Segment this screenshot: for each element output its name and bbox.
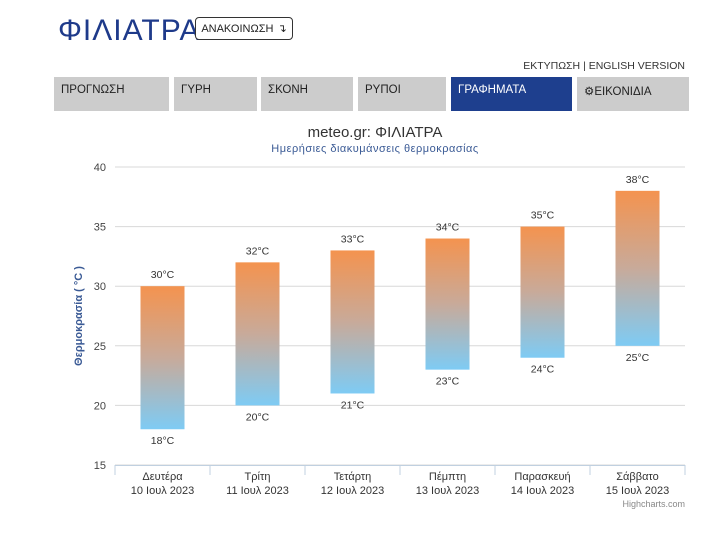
x-tick-date: 10 Ιουλ 2023 bbox=[131, 485, 195, 497]
tab-icons[interactable]: ⚙ΕΙΚΟΝΙΔΙΑ bbox=[577, 77, 689, 111]
x-tick-date: 14 Ιουλ 2023 bbox=[511, 485, 575, 497]
tab-label: ΠΡΟΓΝΩΣΗ bbox=[61, 84, 125, 96]
site-title[interactable]: ΦΙΛΙΑΤΡΑ bbox=[58, 14, 201, 47]
announcement-label: ΑΝΑΚΟΙΝΩΣΗ bbox=[201, 22, 274, 35]
low-temp-label: 21°C bbox=[341, 399, 365, 411]
low-temp-label: 24°C bbox=[531, 364, 555, 376]
y-tick-label: 30 bbox=[94, 281, 106, 293]
low-temp-label: 23°C bbox=[436, 376, 460, 388]
high-temp-label: 34°C bbox=[436, 222, 460, 234]
temperature-bar[interactable] bbox=[235, 262, 280, 406]
temperature-bar[interactable] bbox=[615, 190, 660, 346]
tab-label: ΕΙΚΟΝΙΔΙΑ bbox=[594, 86, 652, 98]
y-tick-label: 15 bbox=[94, 460, 106, 472]
x-axis: Δευτέρα 10 Ιουλ 2023 Τρίτη 11 Ιουλ 2023 Τετά… bbox=[114, 465, 686, 497]
y-tick-label: 40 bbox=[94, 162, 106, 174]
x-tick-date: 11 Ιουλ 2023 bbox=[226, 485, 289, 497]
x-tick-day: Πέμπτη bbox=[429, 471, 466, 483]
high-temp-label: 35°C bbox=[531, 210, 555, 222]
tab-forecast[interactable]: ΠΡΟΓΝΩΣΗ bbox=[54, 77, 169, 111]
y-tick-label: 25 bbox=[94, 341, 106, 353]
grid bbox=[115, 166, 685, 466]
temperature-bar[interactable] bbox=[140, 286, 185, 430]
y-tick-label: 20 bbox=[94, 400, 106, 412]
x-tick-day: Σάββατο bbox=[616, 471, 658, 483]
english-version-link[interactable]: ENGLISH VERSION bbox=[588, 60, 685, 72]
highcharts-credit[interactable]: Highcharts.com bbox=[622, 499, 685, 509]
tab-pollutants[interactable]: ΡΥΠΟΙ bbox=[358, 77, 446, 111]
announcement-button[interactable]: ΑΝΑΚΟΙΝΩΣΗ ↴ bbox=[195, 17, 293, 40]
y-tick-label: 35 bbox=[94, 222, 106, 234]
chart-title: meteo.gr: ΦΙΛΙΑΤΡΑ bbox=[308, 124, 443, 141]
y-axis: 15 20 25 30 35 40 bbox=[94, 162, 106, 472]
top-links: ΕΚΤΥΠΩΣΗ | ENGLISH VERSION bbox=[523, 60, 685, 72]
low-temp-label: 18°C bbox=[151, 435, 175, 447]
print-link[interactable]: ΕΚΤΥΠΩΣΗ bbox=[523, 60, 581, 72]
high-temp-label: 30°C bbox=[151, 269, 175, 281]
tab-label: ΓΥΡΗ bbox=[181, 84, 211, 96]
low-temp-label: 25°C bbox=[626, 352, 650, 364]
x-tick-day: Τρίτη bbox=[245, 471, 271, 483]
temperature-bar[interactable] bbox=[425, 238, 470, 370]
chart-subtitle: Ημερήσιες διακυμάνσεις θερμοκρασίας bbox=[271, 143, 478, 155]
tab-dust[interactable]: ΣΚΟΝΗ bbox=[261, 77, 353, 111]
high-temp-label: 32°C bbox=[246, 245, 270, 257]
y-axis-title: Θερμοκρασία ( °C ) bbox=[73, 266, 85, 366]
arrow-down-icon: ↴ bbox=[277, 23, 287, 35]
bars: 30°C 18°C 32°C 20°C 33°C 21°C 34°C 23°C 35°C 24°C… bbox=[140, 174, 660, 447]
tab-label: ΣΚΟΝΗ bbox=[268, 84, 308, 96]
high-temp-label: 33°C bbox=[341, 233, 365, 245]
link-separator: | bbox=[583, 60, 586, 72]
temperature-bar[interactable] bbox=[330, 250, 375, 394]
tab-charts[interactable]: ΓΡΑΦΗΜΑΤΑ bbox=[451, 77, 572, 111]
high-temp-label: 38°C bbox=[626, 174, 650, 186]
tab-pollen[interactable]: ΓΥΡΗ bbox=[174, 77, 257, 111]
x-tick-date: 12 Ιουλ 2023 bbox=[321, 485, 385, 497]
x-tick-date: 15 Ιουλ 2023 bbox=[606, 485, 670, 497]
x-tick-day: Τετάρτη bbox=[334, 471, 372, 483]
x-tick-date: 13 Ιουλ 2023 bbox=[416, 485, 480, 497]
tab-label: ΡΥΠΟΙ bbox=[365, 84, 401, 96]
tab-label: ΓΡΑΦΗΜΑΤΑ bbox=[458, 84, 527, 96]
gear-icon: ⚙ bbox=[584, 86, 595, 98]
x-tick-day: Δευτέρα bbox=[142, 471, 183, 483]
low-temp-label: 20°C bbox=[246, 411, 270, 423]
temperature-bar[interactable] bbox=[520, 226, 565, 358]
x-tick-day: Παρασκευή bbox=[514, 471, 570, 483]
